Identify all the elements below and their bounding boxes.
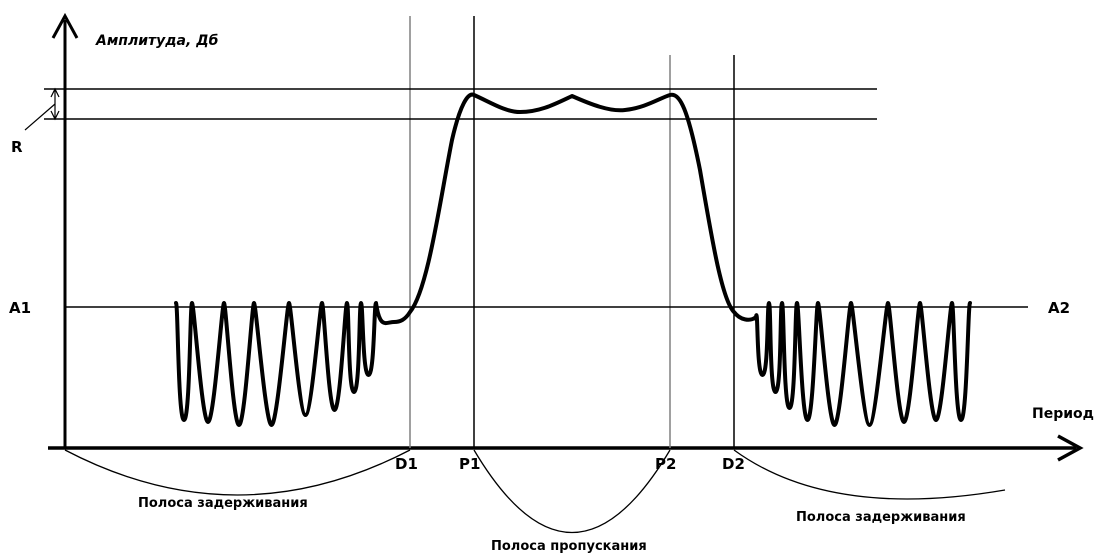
p2-label: P2 — [655, 455, 676, 473]
response-curve — [174, 92, 972, 427]
ripple-dimension-marker — [24, 87, 60, 131]
level-lines — [44, 88, 1028, 308]
stopband-left-bracket — [64, 449, 411, 496]
axes — [48, 12, 1084, 462]
passband-bracket — [473, 449, 671, 534]
a2-label: A2 — [1048, 299, 1070, 317]
d1-label: D1 — [395, 455, 418, 473]
band-edge-lines — [409, 16, 735, 448]
y-axis-label: Амплитуда, Дб — [95, 33, 218, 49]
x-axis-arrowhead — [1057, 434, 1084, 462]
y-axis-arrowhead — [51, 12, 79, 39]
a1-label: A1 — [9, 299, 31, 317]
stopband-right-bracket — [733, 449, 1006, 500]
stopband-left-label: Полоса задерживания — [138, 496, 308, 511]
stopband-right-label: Полоса задерживания — [796, 510, 966, 525]
ripple-leader-line — [24, 103, 56, 131]
d2-label: D2 — [722, 455, 745, 473]
x-axis-label: Период — [1032, 406, 1094, 422]
band-brackets — [64, 449, 1006, 534]
ripple-label: R — [11, 138, 23, 156]
p1-label: P1 — [459, 455, 480, 473]
passband-label: Полоса пропускания — [491, 539, 647, 553]
